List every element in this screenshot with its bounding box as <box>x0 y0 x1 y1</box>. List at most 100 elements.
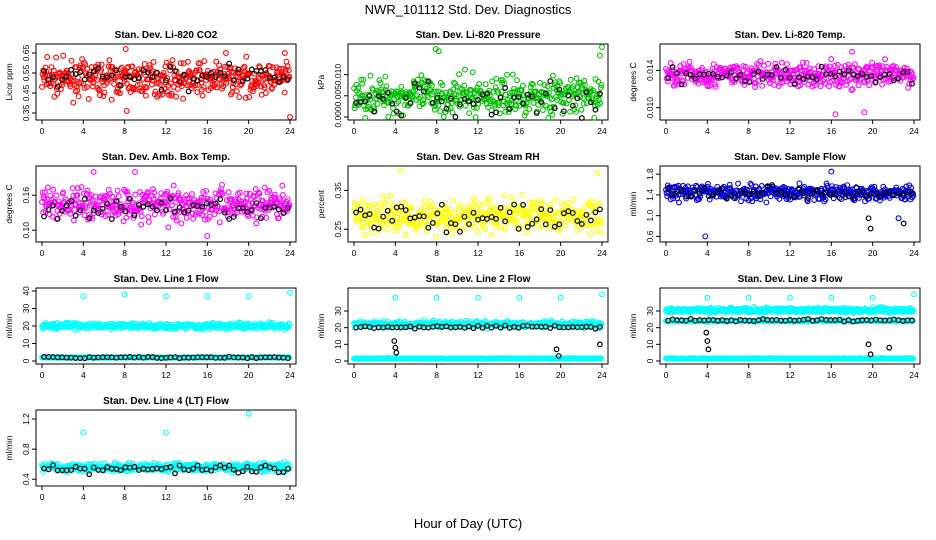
data-point <box>796 180 803 187</box>
data-point <box>492 84 499 91</box>
data-point <box>475 229 481 236</box>
reference-point <box>59 76 66 83</box>
data-point <box>240 75 247 81</box>
data-point <box>111 75 118 82</box>
data-point <box>417 205 424 212</box>
data-point <box>172 214 179 221</box>
data-point <box>486 196 493 203</box>
reference-point <box>687 72 694 78</box>
data-point <box>434 221 441 228</box>
reference-point <box>475 97 481 103</box>
data-point <box>241 63 248 70</box>
data-point <box>216 219 223 226</box>
reference-point <box>158 200 165 206</box>
reference-point <box>484 90 490 97</box>
data-point <box>540 107 546 113</box>
reference-point <box>239 78 246 85</box>
reference-point <box>280 210 287 216</box>
data-point <box>562 222 569 229</box>
y-tick-label: 0.000 <box>333 106 343 128</box>
reference-point <box>588 99 594 106</box>
data-point <box>742 63 749 70</box>
data-point <box>427 198 434 205</box>
data-point <box>828 77 835 84</box>
reference-point <box>429 99 436 106</box>
reference-point <box>95 65 102 71</box>
reference-point <box>809 74 816 81</box>
chart-title: Stan. Dev. Line 2 Flow <box>426 274 531 285</box>
reference-point <box>221 209 228 216</box>
data-point <box>194 89 201 96</box>
data-point <box>190 215 197 222</box>
reference-point <box>732 75 739 82</box>
data-point <box>150 186 156 193</box>
y-axis-label: degrees C <box>4 184 14 223</box>
reference-point <box>212 74 219 80</box>
reference-point <box>407 100 414 107</box>
reference-point <box>230 77 237 84</box>
data-point <box>355 215 362 222</box>
reference-point <box>529 93 536 100</box>
data-point <box>258 83 265 90</box>
x-tick-label: 24 <box>285 126 295 136</box>
y-axis-label: ml/min <box>4 313 14 338</box>
reference-point <box>230 213 237 220</box>
data-point <box>193 67 200 74</box>
data-point <box>60 52 67 59</box>
y-tick-label: 0.010 <box>333 64 343 86</box>
reference-point <box>54 83 61 90</box>
dip-point <box>597 341 603 348</box>
data-point <box>262 207 269 214</box>
reference-point <box>814 76 820 83</box>
data-point <box>587 197 594 204</box>
data-point <box>581 216 588 223</box>
data-point <box>435 102 442 109</box>
x-tick-label: 16 <box>203 126 213 136</box>
data-point <box>41 195 48 202</box>
reference-point <box>126 195 133 202</box>
outlier-point <box>123 108 130 114</box>
reference-point <box>497 94 504 101</box>
data-point <box>398 83 405 90</box>
y-tick-label: 10 <box>645 339 655 349</box>
data-point <box>379 193 386 200</box>
x-tick-label: 20 <box>556 370 566 380</box>
data-point <box>498 88 505 95</box>
data-point <box>526 106 533 112</box>
data-point <box>130 215 137 221</box>
reference-point <box>235 66 242 73</box>
data-point <box>369 86 376 93</box>
data-point <box>197 60 204 67</box>
y-tick-label: 0.005 <box>333 85 343 107</box>
outlier-point <box>594 169 601 176</box>
data-point <box>555 227 562 234</box>
data-point <box>42 189 48 196</box>
x-tick-label: 8 <box>746 248 751 258</box>
reference-point <box>181 71 187 78</box>
reference-point <box>515 93 522 100</box>
reference-point <box>81 196 88 202</box>
data-point <box>129 199 136 206</box>
data-point <box>798 67 805 73</box>
data-point <box>150 195 157 202</box>
data-point <box>597 84 604 91</box>
outlier-point <box>44 54 51 60</box>
y-tick-label: 0 <box>645 358 655 363</box>
data-point <box>382 73 389 80</box>
outlier-point <box>861 109 868 116</box>
reference-point <box>520 100 527 107</box>
data-point <box>377 207 383 213</box>
reference-point <box>172 67 178 74</box>
y-tick-label: 0.45 <box>21 84 31 101</box>
data-point <box>580 95 587 102</box>
data-point <box>462 102 469 109</box>
data-point <box>574 227 581 233</box>
data-point <box>501 192 508 199</box>
reference-point <box>117 82 124 89</box>
data-point <box>826 63 833 70</box>
data-point <box>384 220 391 227</box>
reference-point <box>416 84 423 91</box>
data-point <box>387 192 394 199</box>
reference-point <box>506 106 513 112</box>
